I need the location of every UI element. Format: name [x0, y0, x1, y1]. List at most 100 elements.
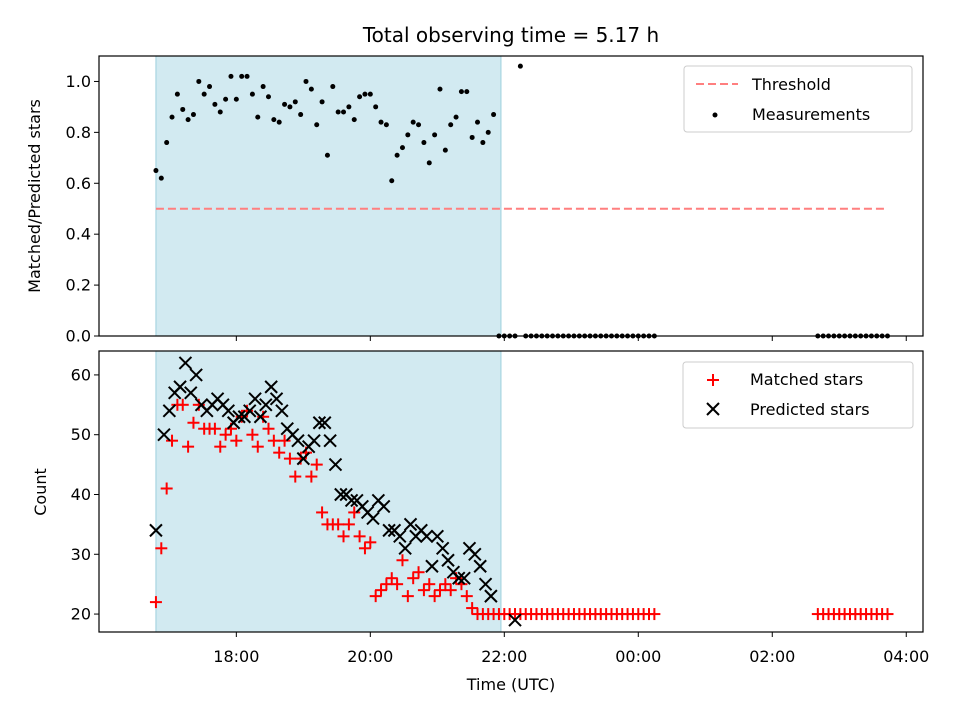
matched-star-point — [348, 506, 361, 519]
measurement-point — [207, 84, 213, 90]
measurement-point — [405, 132, 411, 138]
bottom-y-tick-label: 30 — [71, 545, 91, 564]
measurement-point — [437, 86, 443, 92]
predicted-star-point — [318, 416, 332, 430]
measurement-point — [255, 114, 261, 120]
measurement-point — [190, 112, 196, 118]
measurement-point — [367, 91, 373, 97]
measurement-point — [158, 175, 164, 181]
predicted-star-point — [232, 410, 246, 424]
measurement-point — [185, 117, 191, 123]
measurement-point — [416, 122, 422, 128]
matched-star-point — [251, 440, 264, 453]
predicted-x-b — [259, 398, 273, 412]
x-tick-label: 04:00 — [883, 647, 929, 666]
predicted-x-b — [307, 433, 321, 448]
predicted-x-b — [312, 416, 327, 430]
legend-measurements-label: Measurements — [752, 105, 870, 124]
matched-star-point — [412, 566, 425, 579]
predicted-star-point — [323, 433, 337, 448]
matched-star-point — [428, 590, 441, 603]
matched-star-point — [401, 590, 414, 603]
predicted-x-b — [221, 404, 236, 418]
top-highlight-span — [155, 55, 502, 337]
measurement-point — [223, 96, 229, 102]
matched-star-point — [460, 590, 473, 603]
predicted-x-b — [403, 517, 418, 532]
x-axis-label: Time (UTC) — [466, 675, 555, 694]
measurement-point — [357, 94, 363, 100]
predicted-x-b — [149, 523, 163, 538]
measurement-point — [362, 91, 368, 97]
predicted-x-b — [157, 427, 171, 442]
measurement-point — [475, 119, 481, 125]
predicted-x-b — [478, 577, 493, 591]
predicted-star-point — [419, 529, 434, 544]
top-y-tick-label: 0.8 — [66, 123, 91, 142]
predicted-x-b — [184, 386, 198, 400]
predicted-star-point — [189, 368, 203, 382]
measurement-point — [399, 145, 405, 151]
predicted-x-b — [323, 433, 337, 448]
matched-star-point — [332, 518, 345, 531]
predicted-star-point — [248, 392, 262, 406]
top-panel: 0.0 0.2 0.4 0.6 0.8 1.0 Matched/Predicted sta… — [25, 55, 924, 346]
matched-star-point — [369, 590, 382, 603]
measurement-point — [303, 78, 309, 84]
predicted-x-b — [178, 356, 193, 370]
predicted-star-point — [393, 529, 407, 544]
bottom-legend: Matched stars Predicted stars — [682, 361, 914, 429]
predicted-star-point — [221, 404, 236, 418]
top-y-tick-label: 1.0 — [66, 72, 91, 91]
predicted-star-point — [457, 571, 471, 585]
predicted-star-point — [344, 493, 359, 508]
predicted-x-b — [243, 404, 257, 418]
measurement-point — [485, 129, 491, 135]
matched-star-point — [219, 428, 232, 441]
predicted-x-b — [425, 559, 439, 573]
predicted-x-b — [344, 493, 359, 508]
measurement-point — [201, 91, 207, 97]
predicted-star-point — [430, 529, 445, 544]
measurement-point — [410, 119, 416, 125]
measurement-point — [153, 168, 159, 174]
bottom-y-tick-label: 60 — [71, 365, 91, 384]
top-legend-box — [683, 65, 913, 133]
predicted-x-b — [435, 541, 450, 556]
predicted-star-point — [484, 589, 498, 603]
measurement-point — [378, 119, 384, 125]
legend-measurements-swatch — [712, 112, 718, 118]
legend-predicted-swatch — [706, 402, 720, 416]
measurement-point — [212, 101, 218, 107]
predicted-star-point — [334, 487, 348, 502]
predicted-star-point — [328, 457, 343, 472]
measurement-point — [442, 147, 448, 153]
top-y-tick-label: 0.4 — [66, 225, 91, 244]
measurement-point — [276, 119, 282, 125]
predicted-x-b — [296, 451, 311, 466]
matched-star-point — [278, 434, 291, 447]
measurement-point — [383, 122, 389, 128]
measurement-point — [330, 84, 336, 90]
measurement-point — [389, 178, 395, 184]
matched-star-point — [166, 434, 179, 447]
matched-star-point — [160, 482, 173, 495]
bottom-y-tick-label: 40 — [71, 485, 91, 504]
predicted-x-b — [377, 499, 391, 514]
predicted-star-point — [149, 523, 163, 538]
predicted-star-point — [184, 386, 198, 400]
predicted-star-point — [157, 427, 171, 442]
measurement-point — [244, 73, 250, 79]
predicted-star-point — [296, 451, 311, 466]
matched-star-point — [364, 536, 377, 549]
matched-star-point — [407, 572, 420, 585]
matched-star-point — [466, 602, 479, 615]
measurement-point — [464, 89, 470, 95]
legend-matched-swatch — [707, 374, 719, 386]
measurement-point — [217, 109, 223, 115]
matched-star-point — [358, 542, 371, 555]
measurement-point — [351, 117, 357, 123]
predicted-x-b — [473, 559, 487, 573]
matched-star-point — [230, 434, 243, 447]
